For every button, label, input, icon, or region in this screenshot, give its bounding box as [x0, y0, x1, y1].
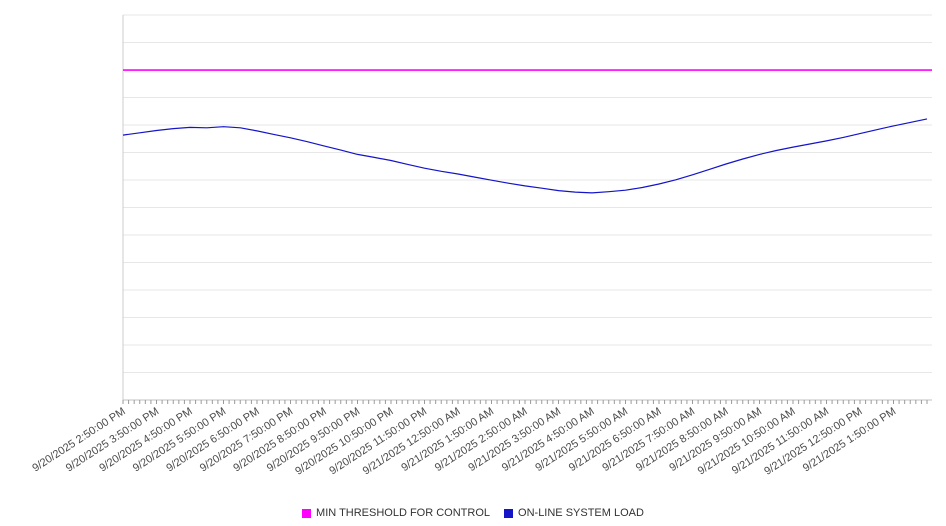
legend-swatch-load-icon — [504, 508, 514, 518]
chart-legend: MIN THRESHOLD FOR CONTROL ON-LINE SYSTEM… — [0, 507, 946, 519]
load-chart: 9/20/2025 2:50:00 PM9/20/2025 3:50:00 PM… — [30, 14, 932, 478]
legend-item-online-load[interactable]: ON-LINE SYSTEM LOAD — [504, 507, 644, 519]
legend-item-min-threshold[interactable]: MIN THRESHOLD FOR CONTROL — [302, 507, 490, 519]
legend-label-threshold: MIN THRESHOLD FOR CONTROL — [316, 507, 491, 519]
legend-label-load: ON-LINE SYSTEM LOAD — [518, 507, 644, 519]
legend-swatch-threshold-icon — [302, 508, 312, 518]
